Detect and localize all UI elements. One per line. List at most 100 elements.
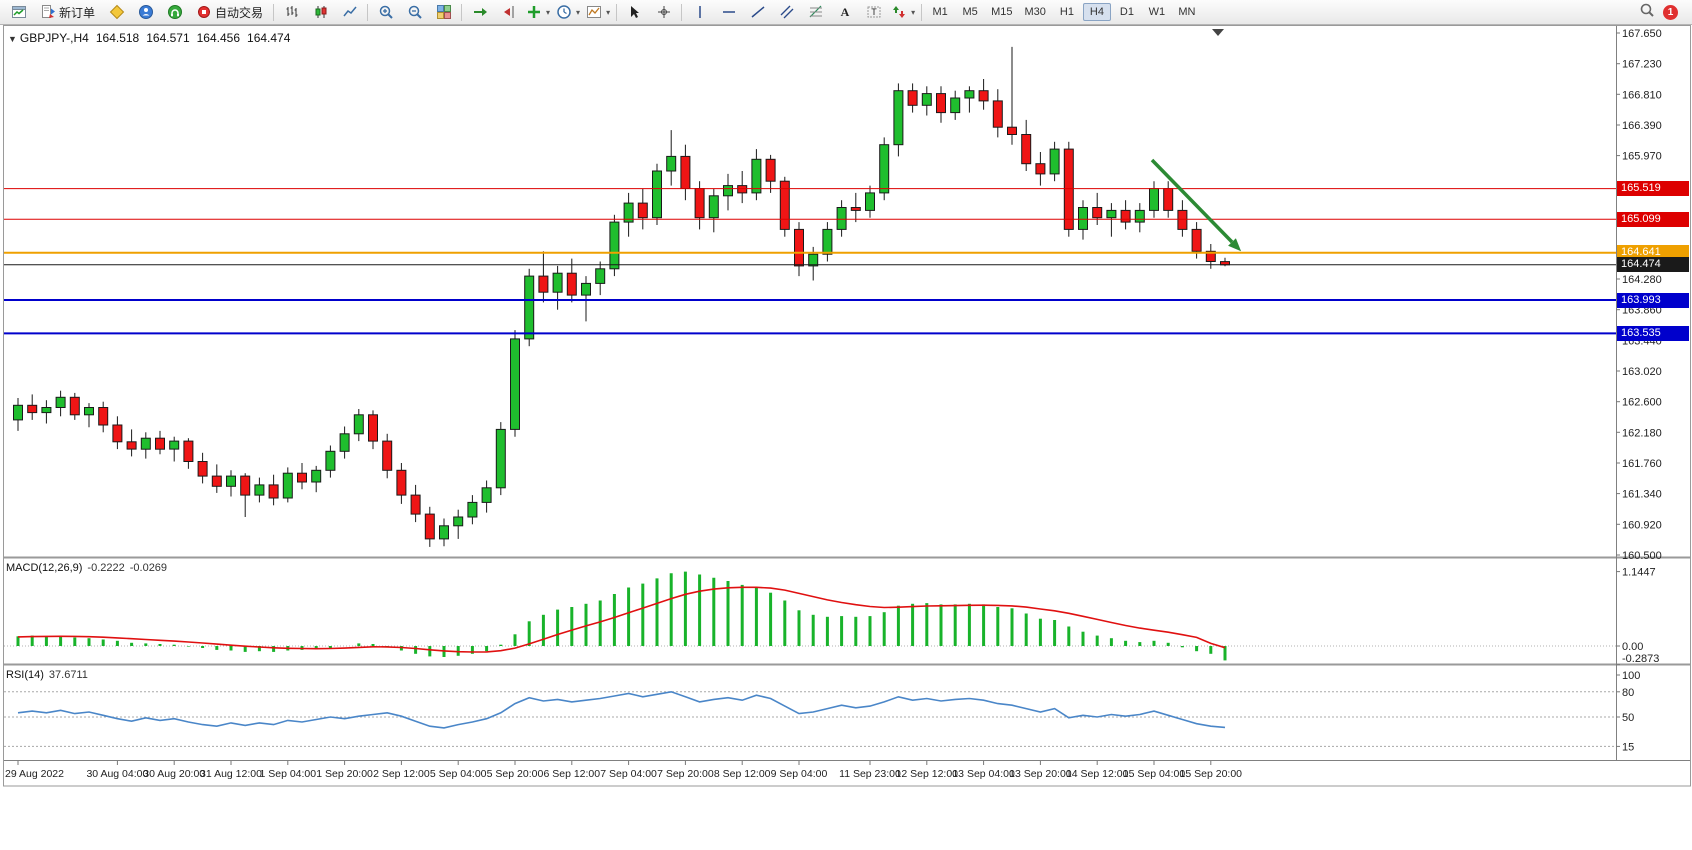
vline-tool-button[interactable] (685, 1, 714, 24)
candle-body (538, 275, 549, 293)
toolbar-separator (273, 3, 275, 21)
timeframe-d1[interactable]: D1 (1119, 6, 1134, 18)
chart-shift-marker[interactable] (1212, 29, 1224, 36)
market-button[interactable] (160, 1, 189, 24)
candle-body (836, 207, 847, 230)
cursor-button[interactable] (620, 1, 649, 24)
metaeditor-button[interactable] (102, 1, 131, 24)
timeframe-m30[interactable]: M30 (1024, 6, 1046, 18)
tile-windows-button[interactable] (429, 1, 458, 24)
market-icon (167, 4, 183, 20)
chart-canvas[interactable]: 167.650 167.230 166.810 166.390 165.970 164.2… (0, 25, 1692, 850)
candle-body (694, 188, 705, 219)
candle-body (254, 484, 265, 496)
candle-body (41, 407, 52, 414)
candle-body (680, 155, 691, 189)
templates-button[interactable]: ▾ (583, 1, 613, 24)
candle-body (353, 414, 364, 435)
text-icon: A (837, 4, 853, 20)
timeframe-m1[interactable]: M1 (932, 6, 948, 18)
candle-body (1049, 148, 1060, 175)
zoom-in-icon (378, 4, 394, 20)
timeframe-h4[interactable]: H4 (1082, 3, 1111, 21)
trendline-icon (750, 4, 766, 20)
symbol-dropdown-icon[interactable]: ▼ (8, 34, 17, 44)
time-axis-label: 31 Aug 12:00 (200, 768, 262, 780)
text-tool-button[interactable]: A (830, 1, 859, 24)
text-label-icon: T (866, 4, 882, 20)
auto-scroll-button[interactable] (465, 1, 494, 24)
timeframe-m15[interactable]: M15 (991, 6, 1013, 18)
horizontal-line-icon (721, 4, 737, 20)
price-axis-label: 165.970 (1622, 151, 1662, 163)
candle-body (55, 396, 66, 408)
periods-clock-icon (556, 4, 572, 20)
chart-line-button[interactable] (335, 1, 364, 24)
trendline-tool-button[interactable] (743, 1, 772, 24)
annotation-arrow-head[interactable] (1228, 238, 1242, 252)
channel-tool-button[interactable] (772, 1, 801, 24)
dropdown-caret-icon: ▾ (576, 7, 581, 17)
zoom-out-button[interactable] (400, 1, 429, 24)
price-axis-label: 163.860 (1622, 305, 1662, 317)
candle-body (950, 97, 961, 114)
time-axis-label: 13 Sep 04:00 (952, 768, 1015, 780)
notifications-badge[interactable]: 1 (1663, 4, 1678, 20)
chart-shift-button[interactable] (494, 1, 523, 24)
cursor-icon (627, 4, 643, 20)
svg-text:A: A (840, 5, 849, 19)
fibonacci-tool-button[interactable] (801, 1, 830, 24)
indicators-button[interactable]: ▾ (523, 1, 553, 24)
candle-body (1205, 250, 1216, 263)
time-axis-label: 13 Sep 20:00 (1009, 768, 1072, 780)
annotation-arrow-line[interactable] (1150, 158, 1234, 244)
chart-title: ▼ GBPJPY-,H4 164.518 164.571 164.456 164.474 (8, 31, 290, 45)
timeframe-h1[interactable]: H1 (1059, 6, 1074, 18)
crosshair-icon (656, 4, 672, 20)
candle-body (1191, 228, 1202, 252)
toolbar-separator (681, 3, 683, 21)
dropdown-caret-icon: ▾ (546, 7, 551, 17)
channel-icon (779, 4, 795, 20)
price-line-badge-165.519: 165.519 (1617, 181, 1689, 197)
candle-body (126, 441, 137, 450)
candlestick-icon (313, 4, 329, 20)
candle-body (396, 469, 407, 496)
price-axis-label: 160.500 (1622, 550, 1662, 562)
zoom-in-button[interactable] (371, 1, 400, 24)
price-axis-label: 160.920 (1622, 519, 1662, 531)
timeframe-m5[interactable]: M5 (962, 6, 978, 18)
candle-body (907, 90, 918, 106)
price-line-badge-163.993: 163.993 (1617, 292, 1689, 308)
time-axis-label: 30 Aug 04:00 (86, 768, 148, 780)
candle-body (552, 272, 563, 293)
dropdown-caret-icon: ▾ (606, 7, 611, 17)
timeframe-w1[interactable]: W1 (1148, 6, 1166, 18)
search-icon[interactable] (1639, 2, 1655, 23)
new-order-button[interactable]: 新订单 (33, 1, 102, 24)
candle-body (1177, 209, 1188, 230)
crosshair-button[interactable] (649, 1, 678, 24)
candle-body (978, 90, 989, 102)
price-axis-label: 166.810 (1622, 89, 1662, 101)
text-label-tool-button[interactable]: T (859, 1, 888, 24)
community-button[interactable] (131, 1, 160, 24)
candle-body (240, 475, 251, 496)
candle-body (439, 525, 449, 540)
candle-body (609, 221, 620, 270)
chart-candles-button[interactable] (306, 1, 335, 24)
chart-frame (3, 25, 1691, 787)
periods-button[interactable]: ▾ (553, 1, 583, 24)
timeframe-mn[interactable]: MN (1178, 6, 1196, 18)
toolbar-separator (461, 3, 463, 21)
arrows-tool-button[interactable]: ▾ (888, 1, 918, 24)
rsi-axis-label: 80 (1622, 687, 1634, 699)
toolbar-separator (616, 3, 618, 21)
candle-body (1134, 209, 1145, 223)
new-chart-button[interactable] (4, 1, 33, 24)
autotrading-button[interactable]: 自动交易 (189, 1, 270, 24)
time-axis-label: 5 Sep 20:00 (487, 768, 544, 780)
hline-tool-button[interactable] (714, 1, 743, 24)
candle-body (524, 275, 535, 340)
chart-bars-button[interactable] (277, 1, 306, 24)
